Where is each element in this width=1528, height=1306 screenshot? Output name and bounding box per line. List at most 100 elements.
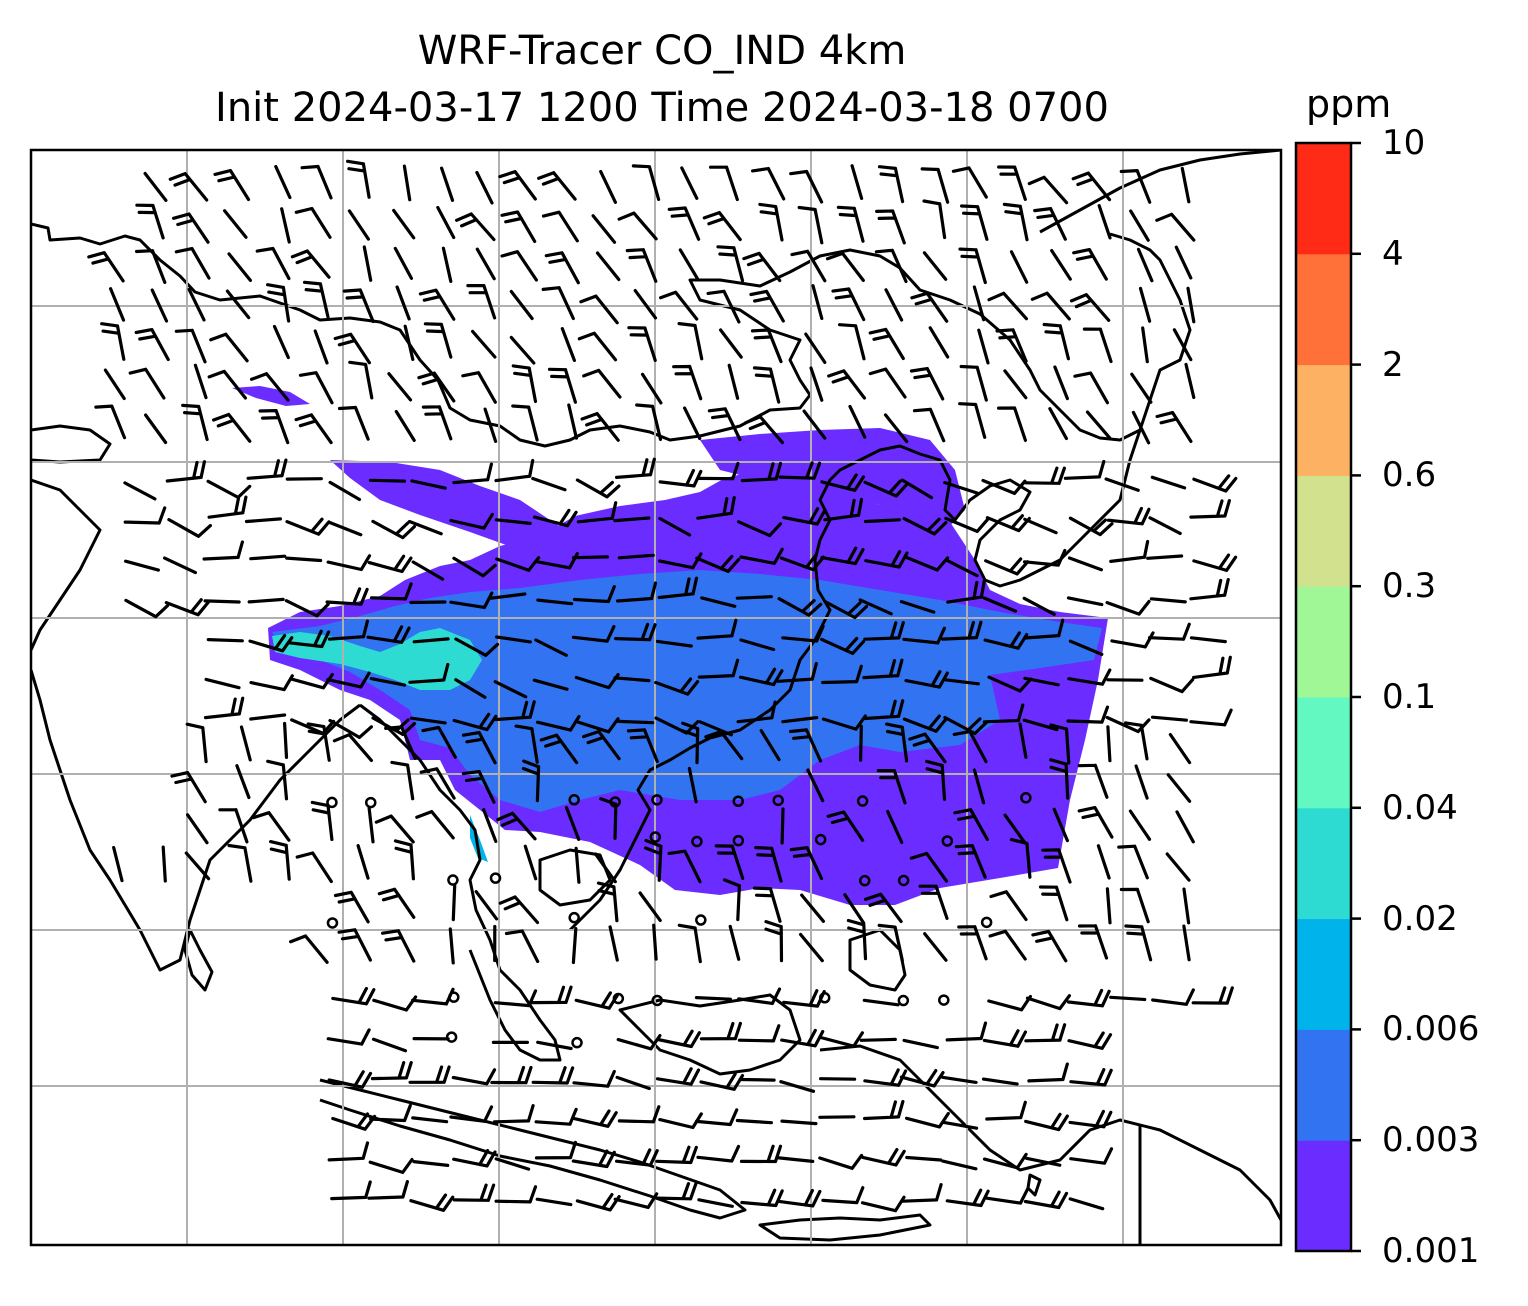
wind-barb-calm bbox=[649, 831, 662, 843]
wind-barb bbox=[655, 1145, 698, 1165]
wind-barb bbox=[902, 517, 948, 536]
wind-barb-calm bbox=[612, 992, 625, 1005]
wind-barb bbox=[1130, 372, 1153, 404]
wind-barb bbox=[899, 600, 936, 614]
wind-barb bbox=[390, 760, 415, 801]
wind-barb bbox=[395, 285, 411, 321]
wind-barb bbox=[874, 248, 908, 284]
wind-barb bbox=[348, 360, 374, 400]
wind-barb bbox=[1022, 548, 1067, 567]
wind-barb bbox=[905, 1155, 943, 1162]
wind-barb bbox=[181, 403, 209, 442]
wind-barb bbox=[617, 1105, 661, 1124]
wind-barb bbox=[452, 462, 493, 485]
wind-barb bbox=[370, 1061, 413, 1081]
wind-barb bbox=[982, 1029, 1027, 1048]
wind-barb bbox=[218, 808, 249, 844]
wind-barb bbox=[186, 813, 209, 845]
wind-barb bbox=[144, 413, 168, 445]
wind-barb bbox=[977, 328, 990, 365]
wind-barb bbox=[531, 1066, 575, 1085]
wind-barb bbox=[884, 288, 904, 322]
wind-barb bbox=[838, 323, 866, 361]
wind-barb bbox=[779, 1080, 816, 1093]
wind-barb bbox=[989, 890, 1028, 922]
wind-barb bbox=[500, 210, 537, 243]
wind-barb bbox=[572, 1069, 616, 1088]
wind-barb bbox=[777, 597, 823, 617]
wind-barb bbox=[1003, 369, 1028, 400]
wind-barb bbox=[374, 814, 415, 844]
wind-barb bbox=[860, 1195, 906, 1213]
wind-barb bbox=[535, 1197, 573, 1207]
wind-barb bbox=[1129, 209, 1150, 242]
wind-barb bbox=[1192, 655, 1232, 679]
wind-barb bbox=[818, 1115, 856, 1119]
wind-barb bbox=[831, 287, 866, 322]
wind-barb bbox=[403, 324, 415, 361]
wind-barb-calm bbox=[571, 1036, 583, 1049]
wind-barb bbox=[330, 1180, 372, 1201]
wind-barb bbox=[863, 479, 909, 498]
wind-barb bbox=[981, 1077, 1019, 1086]
wind-barb bbox=[644, 838, 663, 882]
wind-barb bbox=[1105, 599, 1151, 616]
wind-barb bbox=[266, 759, 289, 801]
wind-barb bbox=[702, 211, 742, 242]
wind-barb bbox=[370, 582, 413, 601]
wind-barb bbox=[289, 934, 329, 964]
wind-barb bbox=[1184, 362, 1196, 400]
wind-barb bbox=[455, 212, 496, 242]
wind-barb bbox=[799, 932, 824, 963]
wind-barb bbox=[483, 407, 498, 443]
wind-barb bbox=[134, 328, 170, 362]
wind-barb bbox=[511, 404, 539, 442]
wind-barb bbox=[213, 169, 251, 202]
wind-barb bbox=[328, 718, 373, 739]
wind-barb bbox=[1022, 718, 1059, 732]
wind-barb bbox=[800, 893, 825, 923]
wind-barb bbox=[1124, 924, 1153, 962]
wind-barb bbox=[252, 811, 291, 842]
wind-barb bbox=[250, 372, 290, 402]
wind-barb bbox=[863, 699, 905, 721]
wind-barb bbox=[1192, 553, 1238, 572]
wind-barb bbox=[902, 626, 946, 645]
wind-barb bbox=[402, 164, 412, 202]
wind-barb bbox=[694, 996, 732, 1001]
wind-barb bbox=[1068, 516, 1114, 537]
wind-barb bbox=[532, 678, 569, 691]
wind-barb bbox=[988, 929, 1027, 961]
wind-barb bbox=[248, 634, 294, 653]
wind-barb-calm bbox=[326, 796, 338, 809]
wind-barb bbox=[441, 246, 453, 283]
wind-barb bbox=[103, 368, 126, 401]
wind-barb bbox=[742, 251, 782, 283]
wind-barb bbox=[393, 839, 415, 881]
wind-barb bbox=[461, 371, 497, 404]
wind-barb bbox=[100, 322, 126, 361]
wind-barb bbox=[821, 664, 863, 685]
wind-barb bbox=[599, 797, 618, 840]
wind-barb bbox=[615, 1148, 659, 1167]
coastlines bbox=[31, 150, 1281, 1245]
wind-barb bbox=[530, 985, 573, 1005]
wind-barb bbox=[804, 332, 827, 364]
wind-barb-calm bbox=[818, 992, 831, 1004]
wind-barb bbox=[362, 245, 373, 282]
wind-barb bbox=[1031, 929, 1068, 963]
wind-barb bbox=[452, 1149, 497, 1168]
wind-barb bbox=[449, 512, 494, 530]
wind-barb bbox=[523, 844, 538, 881]
wind-barb bbox=[574, 846, 581, 884]
wind-barb bbox=[150, 288, 169, 323]
wind-barb bbox=[573, 1109, 618, 1128]
wind-barb bbox=[1109, 539, 1150, 563]
wind-barb bbox=[985, 1187, 1030, 1205]
wind-barb bbox=[332, 733, 373, 762]
wind-barb bbox=[823, 497, 864, 522]
wind-barb bbox=[716, 245, 745, 283]
wind-barb bbox=[848, 404, 867, 439]
wind-barb-calm bbox=[447, 874, 459, 886]
wind-barb bbox=[356, 844, 370, 880]
